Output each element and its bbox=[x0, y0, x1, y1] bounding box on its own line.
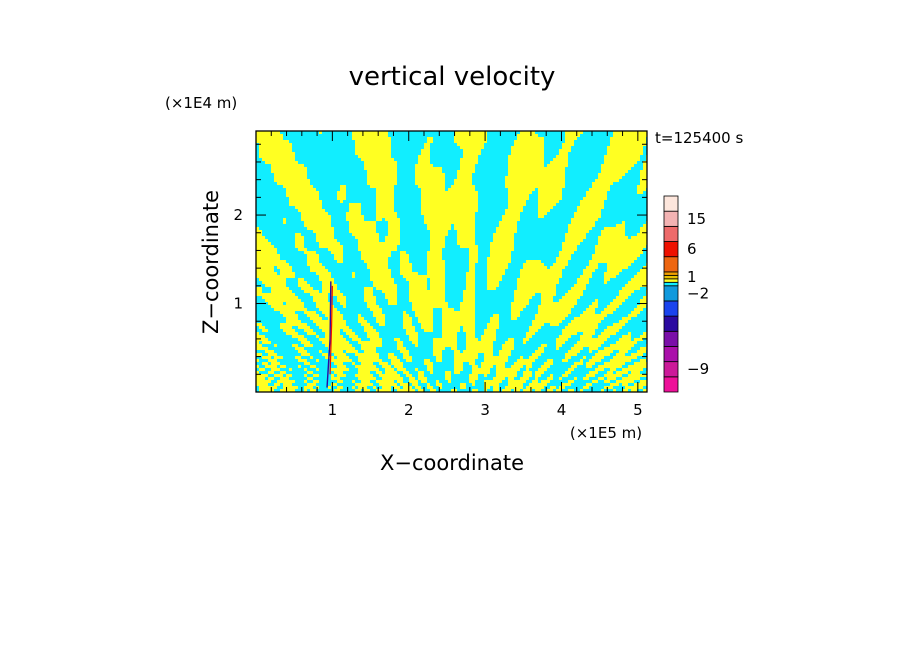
time-label: t=125400 s bbox=[655, 129, 743, 147]
x-axis-label: X−coordinate bbox=[380, 451, 524, 475]
colorbar-level bbox=[663, 376, 679, 393]
x-unit-label: (×1E5 m) bbox=[570, 424, 642, 442]
colorbar-tick-label: 15 bbox=[687, 210, 706, 228]
colorbar-level bbox=[663, 241, 679, 258]
chart-title: vertical velocity bbox=[349, 62, 556, 92]
y-tick-label: 1 bbox=[233, 295, 243, 313]
colorbar-level bbox=[663, 278, 679, 283]
colorbar-level bbox=[663, 256, 679, 273]
colorbar-level bbox=[663, 285, 679, 302]
y-axis-label: Z−coordinate bbox=[199, 190, 223, 334]
colorbar-level bbox=[663, 274, 679, 280]
x-tick-label: 3 bbox=[480, 401, 490, 419]
colorbar-level bbox=[663, 330, 679, 347]
colorbar-level bbox=[663, 195, 679, 212]
colorbar-level bbox=[663, 300, 679, 317]
x-tick-label: 2 bbox=[404, 401, 414, 419]
colorbar-level bbox=[663, 361, 679, 378]
x-tick-label: 5 bbox=[633, 401, 643, 419]
field-negative-area bbox=[256, 131, 647, 392]
colorbar-level bbox=[663, 315, 679, 332]
y-tick-label: 2 bbox=[233, 206, 243, 224]
colorbar-level bbox=[663, 225, 679, 242]
colorbar-level bbox=[663, 271, 679, 276]
updraft-streak bbox=[329, 285, 333, 375]
colorbar-tick-label: 1 bbox=[687, 268, 697, 286]
velocity-field bbox=[256, 131, 647, 392]
colorbar-level bbox=[663, 281, 679, 287]
x-tick-label: 1 bbox=[328, 401, 338, 419]
plot-frame bbox=[255, 130, 648, 393]
x-tick-label: 4 bbox=[557, 401, 567, 419]
axes: 1 2 3 4 5 1 2 bbox=[233, 131, 647, 419]
y-unit-label: (×1E4 m) bbox=[165, 94, 237, 112]
colorbar-level bbox=[663, 346, 679, 363]
colorbar-tick-label: −9 bbox=[687, 360, 709, 378]
colorbar-tick-label: −2 bbox=[687, 284, 709, 302]
downdraft-streak bbox=[326, 281, 332, 388]
colorbar-tick-label: 6 bbox=[687, 240, 697, 258]
colorbar-level bbox=[663, 210, 679, 227]
colorbar: 15 6 1−2 −9 bbox=[663, 195, 709, 393]
